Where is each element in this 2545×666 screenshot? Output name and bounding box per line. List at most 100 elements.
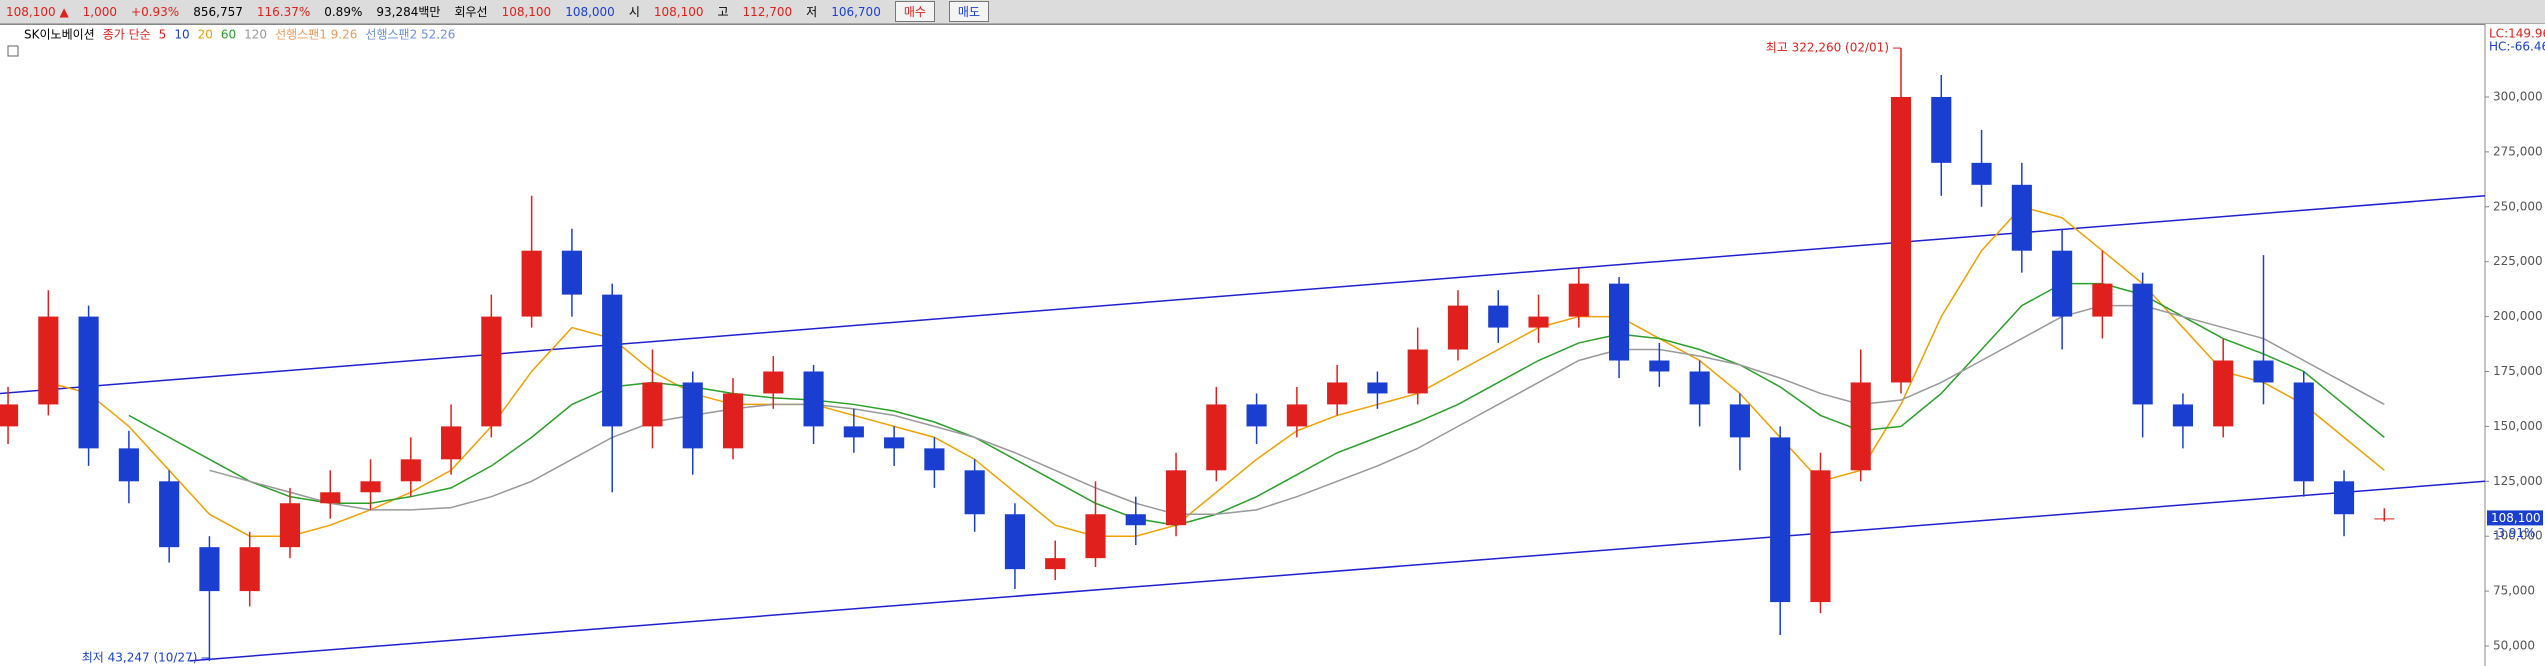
candle-body [1125,514,1146,526]
y-tick-label: 50,000 [2493,639,2535,653]
candle-body [1447,305,1469,350]
candle-body [2132,283,2153,405]
candle-body [481,316,502,427]
toolbar-item: 112,700 [742,4,793,19]
candle-body [1649,360,1670,372]
candle-body [964,470,985,515]
candle-body [159,481,180,548]
annotation: 최저 43,247 (10/27) [82,651,198,665]
candle-body [1407,349,1428,394]
collapse-icon [7,45,19,57]
toolbar-item: 106,700 [831,4,881,19]
candle-body [441,426,462,460]
candle-body [803,371,824,427]
candle-body [1286,404,1307,427]
y-tick-label: 250,000 [2493,199,2543,213]
candle-body [0,404,19,427]
toolbar-item: 856,757 [193,4,243,19]
toolbar-item: 116.37% [256,4,311,19]
candle-body [763,371,784,394]
trend-line [189,480,2486,662]
candle-body [924,448,945,471]
candle-body [843,426,864,438]
legend-item: 10 [174,28,189,42]
ma-line [128,282,2385,526]
toolbar-item: 108,100 [501,4,552,19]
y-tick-label: 200,000 [2493,309,2543,323]
candle-body [1367,382,1388,394]
candle-body [682,382,703,449]
candle-body [884,437,905,449]
candle-body [400,459,421,482]
trend-line [0,195,2486,395]
toolbar-item: 108,000 [565,4,615,19]
candle-body [1528,316,1549,328]
chart: 50,000 75,000 100,000 125,000 150,000 175,000… [0,24,2545,666]
toolbar-item: 저 [806,5,818,19]
y-tick-label: 225,000 [2493,254,2543,268]
candle-body [2052,250,2073,317]
y-tick-label: 300,000 [2493,89,2543,103]
candle-body [2333,481,2355,515]
candle-body [2092,283,2113,317]
y-tick-label: 75,000 [2493,584,2535,598]
y-tick-label: 175,000 [2493,364,2543,378]
order-button[interactable]: 매도 [948,1,990,22]
toolbar-item: 108,100 [653,4,704,19]
toolbar-item: +0.93% [131,4,180,19]
toolbar-item: 회우선 [454,5,488,19]
candle-body [2213,360,2234,427]
legend-item: 5 [159,28,167,42]
y-tick-label: 125,000 [2493,474,2543,488]
right-label: HC:-66.46 [2489,40,2545,54]
candle-body [1568,283,1589,317]
candle-body [1004,514,1026,570]
candle-body [1810,470,1831,603]
candle-body [2253,360,2274,383]
ma-label: 종가 단순 [103,28,151,42]
legend-item: 선행스팬2 52.26 [365,27,455,42]
candle-body [1609,283,1630,361]
candle-body [1045,558,1066,570]
annotation: 최고 322,260 (02/01) [1766,41,1889,55]
toolbar-item: 0.89% [324,4,363,19]
candle-body [1931,96,1952,163]
candle-body [199,547,220,592]
candle-body [1770,437,1791,603]
candle-body [1488,305,1509,328]
candle-body [1689,371,1710,405]
candle-body [1971,162,1992,185]
candle-body [561,250,582,295]
candle-body [602,294,623,427]
candle-body [1085,514,1106,559]
price-tag [2487,510,2543,526]
order-button[interactable]: 매수 [894,1,935,22]
toolbar-item: 고 [717,5,729,19]
candle-body [2172,404,2194,427]
candle-body [2011,184,2032,251]
candle-body [1246,404,1267,427]
chart-title: SK이노베이션 [24,28,95,42]
candle-body [1165,470,1187,526]
toolbar: 108,100 ▲ 1,000 +0.93% 856,757 116.37% 0.89% 9… [0,0,2545,24]
right-label: LC:149.96 [2489,27,2545,41]
toolbar-item: 108,100 ▲ [6,4,69,19]
legend-item: 60 [221,28,236,42]
candle-body [1327,382,1348,405]
legend-item: 20 [198,28,213,42]
candle-body [1890,96,1912,383]
y-tick-label: 275,000 [2493,144,2543,158]
legend-item: 선행스팬1 9.26 [275,27,357,42]
price-change: -3.91% [2493,526,2535,540]
y-tick-label: 100,000 [2493,529,2543,543]
candle-body [521,250,542,317]
candle-body [1850,382,1871,471]
candle-body [722,393,744,449]
candle-body [118,448,139,482]
toolbar-item: 시 [628,5,640,19]
candle-body [2293,382,2314,482]
candle-body [1729,404,1750,438]
candle-body [642,382,663,427]
legend-item: 120 [244,28,267,42]
